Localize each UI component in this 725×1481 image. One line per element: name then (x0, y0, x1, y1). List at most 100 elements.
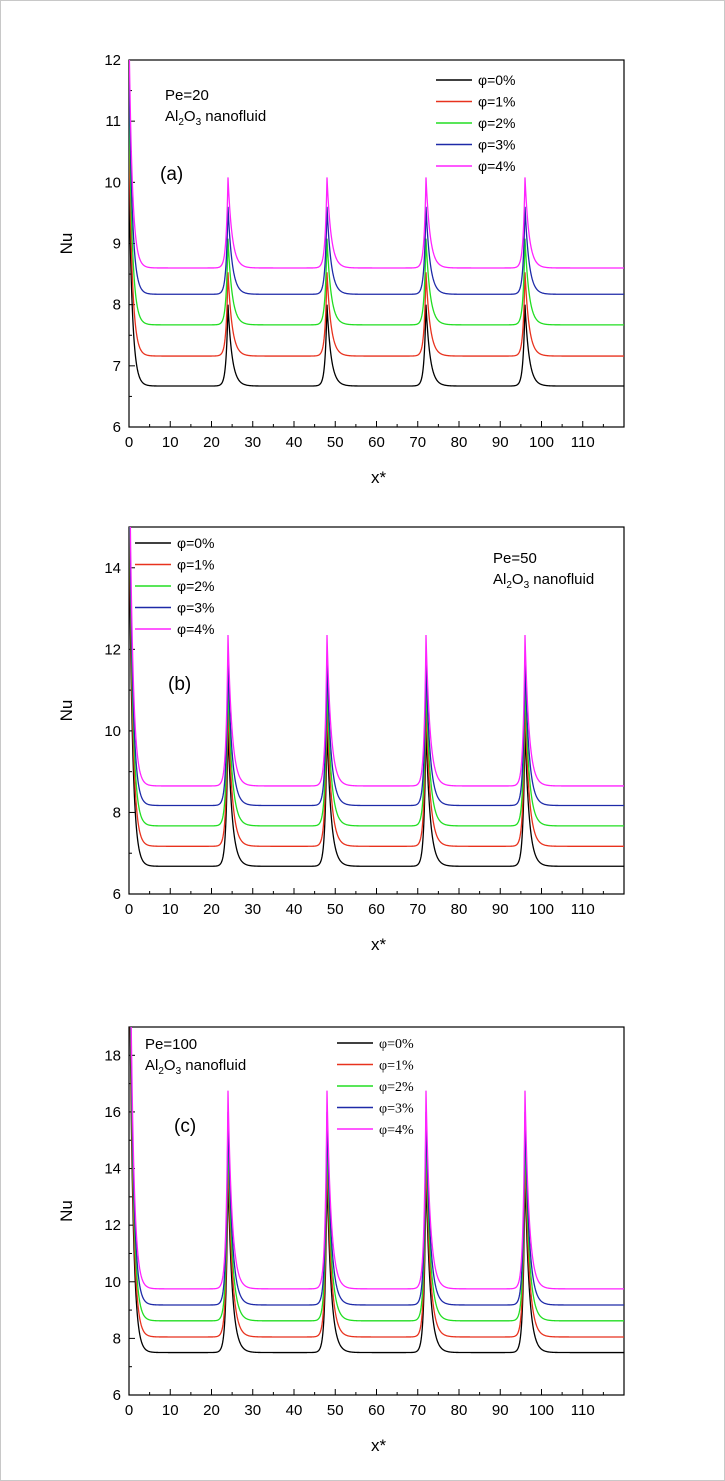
x-tick-label: 60 (368, 901, 385, 918)
x-tick-label: 110 (571, 1402, 595, 1419)
x-tick-label: 50 (327, 1402, 344, 1419)
panel-label: (a) (160, 164, 183, 185)
y-axis-title: Nu (57, 700, 76, 722)
series-line-2 (129, 100, 624, 326)
legend-label-0: φ=0% (379, 1037, 414, 1052)
x-tick-label: 10 (162, 1402, 179, 1419)
annotation-pe: Pe=100 (145, 1036, 197, 1053)
legend-label-4: φ=4% (177, 621, 215, 637)
x-tick-label: 30 (244, 901, 261, 918)
series-line-2 (130, 1027, 624, 1322)
x-tick-label: 80 (451, 434, 468, 451)
y-tick-label: 11 (105, 113, 121, 130)
legend-label-4: φ=4% (478, 158, 516, 174)
legend-label-0: φ=0% (478, 72, 516, 88)
series-line-3 (129, 66, 624, 295)
series-line-0 (129, 527, 624, 867)
x-tick-label: 110 (571, 434, 595, 451)
annotation-pe: Pe=20 (165, 87, 209, 104)
legend-label-1: φ=1% (478, 94, 516, 110)
plot-area-frame (128, 1026, 625, 1396)
chart-panel-a: 0 10 20 30 40 50 60 70 80 90 100 110 6 7 8 9 10 11 12 x* Nu P… (57, 52, 625, 487)
y-tick-label: 12 (104, 52, 121, 69)
legend-label-1: φ=1% (177, 557, 215, 573)
y-tick-label: 10 (104, 174, 121, 191)
series-line-2 (129, 527, 624, 827)
series-line-3 (130, 1027, 624, 1306)
x-tick-label: 70 (409, 434, 426, 451)
x-tick-label: 40 (286, 1402, 303, 1419)
legend-label-2: φ=2% (379, 1080, 414, 1095)
x-axis-title: x* (371, 1436, 387, 1455)
x-tick-label: 40 (286, 901, 303, 918)
y-tick-label: 14 (104, 1161, 121, 1178)
y-tick-label: 16 (104, 1104, 121, 1121)
legend-label-2: φ=2% (478, 115, 516, 131)
x-tick-label: 90 (492, 901, 509, 918)
x-tick-label: 90 (492, 434, 509, 451)
series-line-1 (129, 138, 624, 357)
x-tick-label: 40 (286, 434, 303, 451)
x-tick-label: 100 (529, 1402, 554, 1419)
panel-label: (c) (174, 1116, 196, 1137)
legend: φ=0% φ=1% φ=2% φ=3% φ=4% (135, 535, 215, 637)
y-tick-label: 8 (113, 1330, 121, 1347)
x-tick-label: 20 (203, 901, 220, 918)
legend-label-3: φ=3% (379, 1102, 414, 1117)
x-tick-label: 70 (409, 901, 426, 918)
series-group (129, 1027, 624, 1354)
legend: φ=0% φ=1% φ=2% φ=3% φ=4% (436, 72, 516, 174)
annotation-fluid: Al2O3 nanofluid (165, 108, 266, 128)
x-tick-label: 0 (125, 901, 133, 918)
x-tick-label: 0 (125, 1402, 133, 1419)
x-tick-label: 90 (492, 1402, 509, 1419)
annotation-pe: Pe=50 (493, 550, 537, 567)
legend-label-3: φ=3% (177, 600, 215, 616)
x-tick-label: 20 (203, 434, 220, 451)
x-tick-label: 60 (368, 1402, 385, 1419)
series-group (129, 527, 624, 867)
x-axis-title: x* (371, 468, 387, 487)
x-tick-label: 10 (162, 434, 179, 451)
annotation-fluid: Al2O3 nanofluid (145, 1057, 246, 1077)
y-axis-title: Nu (57, 1200, 76, 1222)
y-tick-label: 6 (113, 886, 121, 903)
y-tick-label: 8 (113, 297, 121, 314)
x-tick-label: 110 (571, 901, 595, 918)
y-tick-label: 14 (104, 560, 121, 577)
series-line-1 (129, 1027, 624, 1338)
chart-panel-b: 0 10 20 30 40 50 60 70 80 90 100 110 6 8 10 12 14 x* Nu Pe=… (57, 526, 625, 954)
legend-label-1: φ=1% (379, 1059, 414, 1074)
annotation-fluid: Al2O3 nanofluid (493, 571, 594, 591)
series-line-0 (129, 1027, 624, 1354)
x-tick-label: 20 (203, 1402, 220, 1419)
x-tick-label: 80 (451, 1402, 468, 1419)
x-tick-label: 100 (529, 901, 554, 918)
x-tick-label: 100 (529, 434, 554, 451)
panel-label: (b) (168, 674, 191, 695)
series-line-4 (130, 1027, 624, 1290)
legend-label-0: φ=0% (177, 535, 215, 551)
y-tick-label: 6 (113, 419, 121, 436)
y-tick-label: 9 (113, 236, 121, 253)
y-tick-label: 10 (104, 1274, 121, 1291)
x-tick-label: 0 (125, 434, 133, 451)
x-tick-label: 50 (327, 901, 344, 918)
x-tick-label: 80 (451, 901, 468, 918)
y-tick-label: 12 (104, 641, 121, 658)
legend: φ=0% φ=1% φ=2% φ=3% φ=4% (337, 1037, 414, 1138)
series-line-4 (129, 60, 624, 269)
series-group (129, 60, 624, 387)
x-axis-title: x* (371, 935, 387, 954)
y-tick-label: 12 (104, 1217, 121, 1234)
legend-label-4: φ=4% (379, 1123, 414, 1138)
series-line-4 (129, 527, 624, 787)
legend-label-2: φ=2% (177, 578, 215, 594)
x-tick-label: 70 (409, 1402, 426, 1419)
y-axis-title: Nu (57, 233, 76, 255)
x-tick-label: 30 (244, 434, 261, 451)
x-tick-label: 30 (244, 1402, 261, 1419)
y-tick-label: 18 (104, 1047, 121, 1064)
series-line-3 (129, 527, 624, 807)
